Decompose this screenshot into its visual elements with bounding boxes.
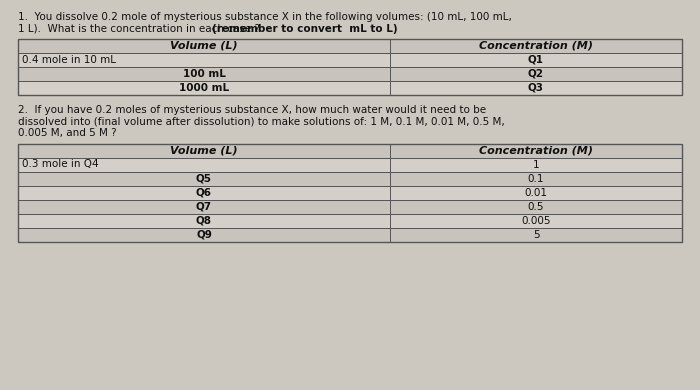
Text: 100 mL: 100 mL: [183, 69, 225, 79]
Text: (remember to convert  mL to L): (remember to convert mL to L): [212, 23, 398, 34]
Bar: [18, 53, 682, 67]
Bar: [18, 213, 682, 227]
Text: 1 L).  What is the concentration in each case ?: 1 L). What is the concentration in each …: [18, 23, 263, 34]
Text: Q6: Q6: [196, 188, 212, 197]
Bar: [18, 39, 682, 53]
Bar: [18, 158, 682, 172]
Bar: [18, 172, 682, 186]
Bar: [18, 227, 682, 241]
Text: Q1: Q1: [528, 55, 544, 65]
Text: Q2: Q2: [528, 69, 544, 79]
Text: Concentration (M): Concentration (M): [479, 41, 593, 51]
Bar: [18, 39, 682, 95]
Bar: [18, 186, 682, 200]
Text: 0.01: 0.01: [524, 188, 547, 197]
Text: Volume (L): Volume (L): [170, 41, 238, 51]
Text: 1: 1: [533, 160, 539, 170]
Bar: [18, 67, 682, 81]
Text: Q5: Q5: [196, 174, 212, 184]
Text: dissolved into (final volume after dissolution) to make solutions of: 1 M, 0.1 M: dissolved into (final volume after disso…: [18, 117, 505, 126]
Bar: [18, 144, 682, 241]
Text: 0.005 M, and 5 M ?: 0.005 M, and 5 M ?: [18, 128, 117, 138]
Text: 5: 5: [533, 229, 539, 239]
Text: Concentration (M): Concentration (M): [479, 145, 593, 156]
Bar: [18, 200, 682, 213]
Bar: [18, 81, 682, 95]
Text: 0.5: 0.5: [528, 202, 545, 211]
Text: 0.1: 0.1: [528, 174, 545, 184]
Text: Q9: Q9: [196, 229, 212, 239]
Text: 0.4 mole in 10 mL: 0.4 mole in 10 mL: [22, 55, 116, 65]
Text: Volume (L): Volume (L): [170, 145, 238, 156]
Text: 1000 mL: 1000 mL: [179, 83, 229, 93]
Text: Q8: Q8: [196, 216, 212, 225]
Text: 2.  If you have 0.2 moles of mysterious substance X, how much water would it nee: 2. If you have 0.2 moles of mysterious s…: [18, 105, 486, 115]
Text: 0.005: 0.005: [522, 216, 551, 225]
Text: Q7: Q7: [196, 202, 212, 211]
Text: 0.3 mole in Q4: 0.3 mole in Q4: [22, 160, 99, 170]
Text: 1.  You dissolve 0.2 mole of mysterious substance X in the following volumes: (1: 1. You dissolve 0.2 mole of mysterious s…: [18, 12, 512, 22]
Text: Q3: Q3: [528, 83, 544, 93]
Bar: [18, 144, 682, 158]
